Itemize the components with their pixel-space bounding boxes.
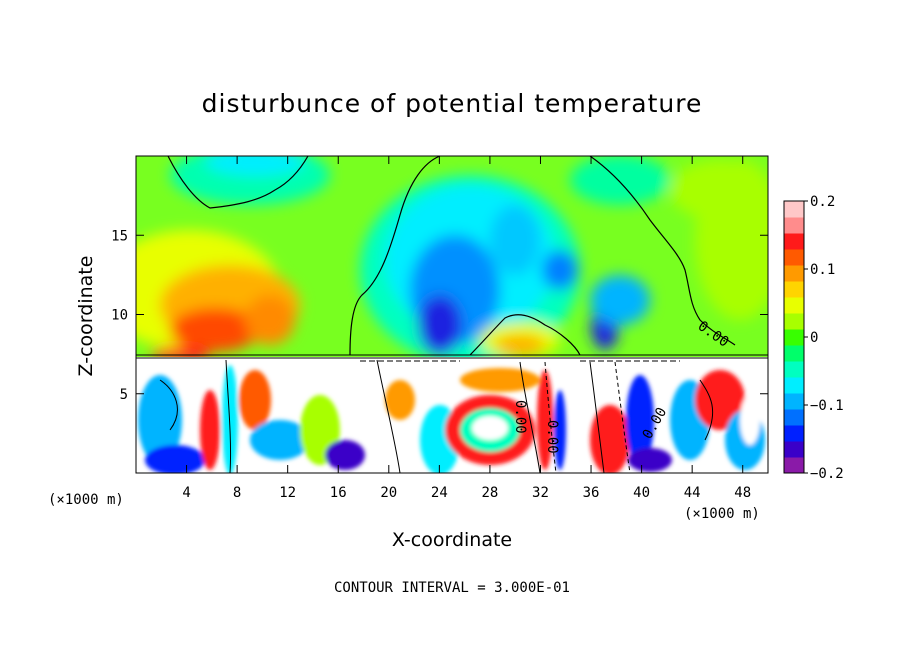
chart-title: disturbunce of potential temperature xyxy=(202,89,703,118)
contour-band xyxy=(136,354,768,362)
y-axis: 5 10 15 xyxy=(111,228,768,403)
colorbar-swatch xyxy=(784,361,804,378)
y-tick-label: 10 xyxy=(111,308,128,324)
upper-field xyxy=(136,156,768,365)
colorbar-swatch xyxy=(784,217,804,234)
x-tick-label: 28 xyxy=(481,485,498,501)
lower-field xyxy=(136,357,768,473)
colorbar-tick-label: −0.2 xyxy=(810,466,844,482)
colorbar-swatch xyxy=(784,457,804,474)
x-tick-label: 36 xyxy=(583,485,600,501)
contour-labels: 0.00 0.00 0.00 0.00 xyxy=(512,318,732,454)
x-tick-label: 20 xyxy=(380,485,397,501)
colorbar-swatch xyxy=(784,441,804,458)
colorbar-swatch xyxy=(784,345,804,362)
colorbar-swatch xyxy=(784,313,804,330)
contour-label: 0.00 xyxy=(544,420,560,454)
x-tick-label: 48 xyxy=(734,485,751,501)
colorbar-swatch xyxy=(784,233,804,250)
x-tick-label: 44 xyxy=(684,485,701,501)
colorbar-swatch xyxy=(784,297,804,314)
colorbar-swatch xyxy=(784,377,804,394)
y-axis-label: Z-coordinate xyxy=(75,256,97,377)
colorbar-tick-label: 0 xyxy=(810,330,818,346)
colorbar-tick-label: 0.2 xyxy=(810,194,835,210)
contour-label: 0.00 xyxy=(512,400,528,434)
x-tick-label: 32 xyxy=(532,485,549,501)
x-axis-label: X-coordinate xyxy=(392,529,512,551)
y-tick-label: 5 xyxy=(120,387,128,403)
colorbar-swatch xyxy=(784,329,804,346)
colorbar-swatch xyxy=(784,409,804,426)
colorbar-tick-label: −0.1 xyxy=(810,398,844,414)
x-axis: 4 8 12 16 20 24 28 32 36 40 44 48 xyxy=(182,156,751,501)
x-tick-label: 4 xyxy=(182,485,190,501)
colorbar: 0.2 0.1 0 −0.1 −0.2 xyxy=(783,194,844,482)
colorbar-swatch xyxy=(784,393,804,410)
x-unit-left: (×1000 m) xyxy=(48,492,124,508)
colorbar-tick-label: 0.1 xyxy=(810,262,835,278)
colorbar-swatch xyxy=(784,201,804,218)
x-tick-label: 16 xyxy=(330,485,347,501)
x-tick-label: 40 xyxy=(633,485,650,501)
colorbar-swatch xyxy=(784,425,804,442)
x-tick-label: 12 xyxy=(279,485,296,501)
colorbar-swatch xyxy=(784,281,804,298)
x-tick-label: 24 xyxy=(431,485,448,501)
contour-interval-text: CONTOUR INTERVAL = 3.000E-01 xyxy=(334,580,570,596)
x-tick-label: 8 xyxy=(233,485,241,501)
zero-contours xyxy=(167,156,736,356)
colorbar-swatch xyxy=(784,265,804,282)
plot-area xyxy=(136,156,768,473)
colorbar-swatch xyxy=(784,249,804,266)
y-tick-label: 15 xyxy=(111,228,128,244)
x-unit-right: (×1000 m) xyxy=(684,506,760,522)
